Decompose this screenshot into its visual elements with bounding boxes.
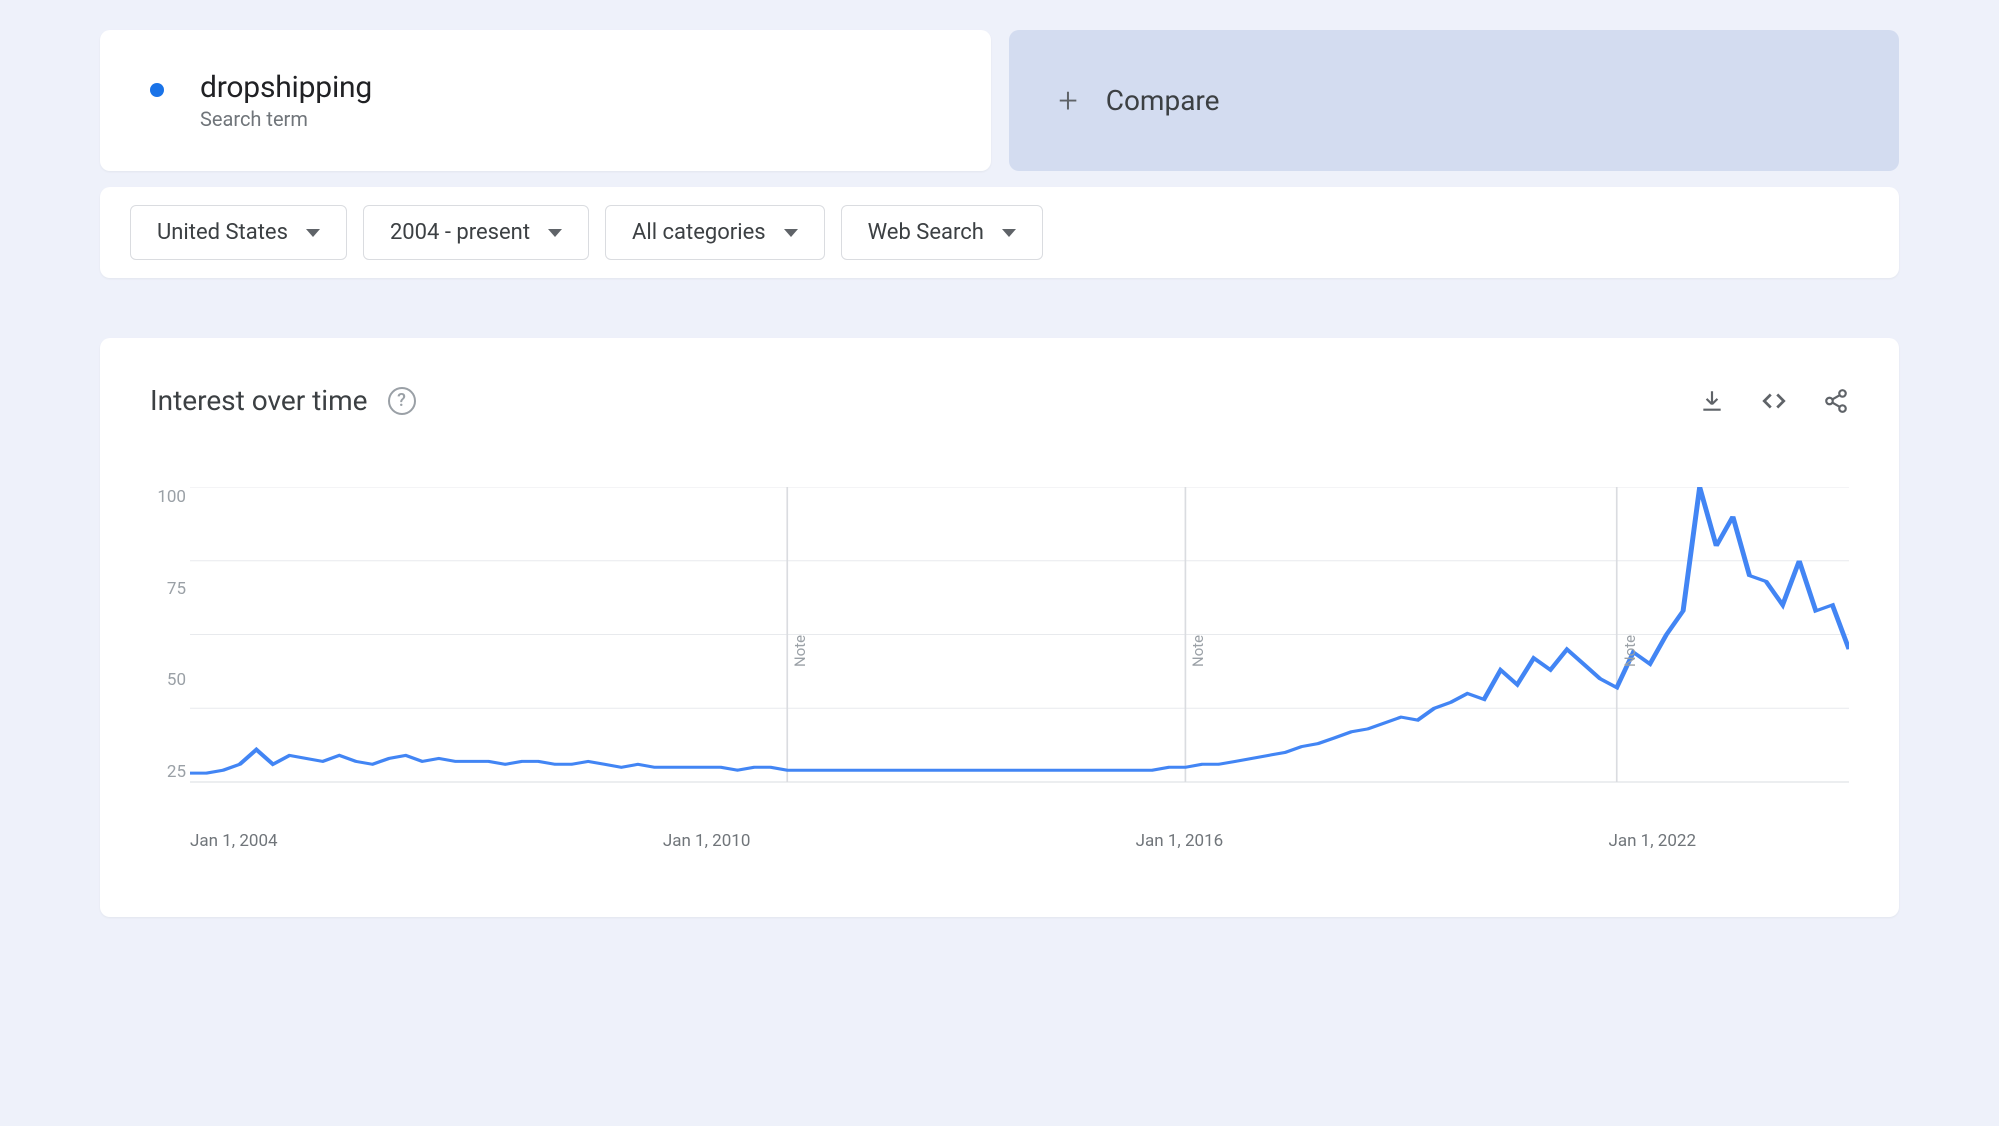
plus-icon: + xyxy=(1059,84,1078,118)
term-text-wrap: dropshipping Search term xyxy=(200,70,372,131)
compare-label: Compare xyxy=(1106,84,1220,117)
chevron-down-icon xyxy=(1002,229,1016,237)
help-icon[interactable]: ? xyxy=(388,387,416,415)
search-terms-row: dropshipping Search term + Compare xyxy=(100,30,1899,171)
y-tick-label: 25 xyxy=(152,762,186,782)
chart-title: Interest over time xyxy=(150,384,368,417)
x-tick-label: Jan 1, 2010 xyxy=(663,831,751,851)
chevron-down-icon xyxy=(548,229,562,237)
y-tick-label: 50 xyxy=(152,670,186,690)
search-term-label: dropshipping xyxy=(200,70,372,105)
chart-title-wrap: Interest over time ? xyxy=(150,384,416,417)
interest-over-time-card: Interest over time ? 100 75 50 25 Note Note N… xyxy=(100,338,1899,917)
download-icon[interactable] xyxy=(1699,388,1725,414)
note-label: Note xyxy=(1189,635,1207,667)
region-filter-label: United States xyxy=(157,220,288,245)
x-tick-label: Jan 1, 2016 xyxy=(1136,831,1224,851)
chart-header: Interest over time ? xyxy=(150,384,1849,417)
compare-button[interactable]: + Compare xyxy=(1009,30,1900,171)
search-type-filter-label: Web Search xyxy=(868,220,984,245)
search-term-subtitle: Search term xyxy=(200,107,372,131)
time-range-filter[interactable]: 2004 - present xyxy=(363,205,589,260)
chart-actions xyxy=(1699,388,1849,414)
note-label: Note xyxy=(791,635,809,667)
time-range-filter-label: 2004 - present xyxy=(390,220,530,245)
chart-area: 100755025 NoteNoteNote Jan 1, 2004Jan 1,… xyxy=(190,487,1849,827)
chevron-down-icon xyxy=(306,229,320,237)
note-label: Note xyxy=(1621,635,1639,667)
share-icon[interactable] xyxy=(1823,388,1849,414)
region-filter[interactable]: United States xyxy=(130,205,347,260)
filters-bar: United States 2004 - present All categor… xyxy=(100,187,1899,278)
x-tick-label: Jan 1, 2022 xyxy=(1608,831,1696,851)
series-dot-icon xyxy=(150,83,164,97)
search-type-filter[interactable]: Web Search xyxy=(841,205,1043,260)
search-term-card[interactable]: dropshipping Search term xyxy=(100,30,991,171)
y-tick-label: 100 xyxy=(152,487,186,507)
category-filter-label: All categories xyxy=(632,220,766,245)
chevron-down-icon xyxy=(784,229,798,237)
line-chart xyxy=(190,487,1849,787)
embed-icon[interactable] xyxy=(1759,388,1789,414)
y-tick-label: 75 xyxy=(152,579,186,599)
x-tick-label: Jan 1, 2004 xyxy=(190,831,278,851)
y-axis-labels: 100 75 50 25 xyxy=(152,487,186,782)
category-filter[interactable]: All categories xyxy=(605,205,825,260)
